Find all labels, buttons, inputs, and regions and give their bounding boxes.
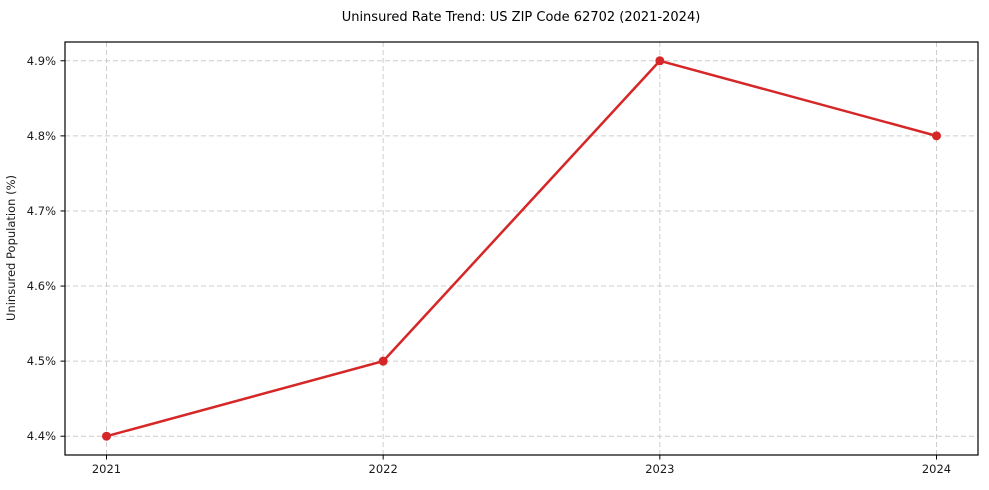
x-tick-label: 2024: [922, 462, 951, 476]
y-tick-label: 4.6%: [27, 279, 56, 293]
data-series-layer: [102, 56, 941, 441]
data-point-marker: [932, 131, 941, 141]
data-point-marker: [378, 356, 388, 366]
y-tick-label: 4.4%: [27, 429, 56, 443]
x-tick-label: 2023: [645, 462, 674, 476]
data-point-marker: [102, 431, 111, 441]
y-tick-label: 4.9%: [27, 54, 56, 68]
x-tick-label: 2021: [92, 462, 121, 476]
tick-labels-layer: 4.4% 4.5% 4.6% 4.7% 4.8% 4.9% 2021 2022 2023 2024: [27, 54, 951, 476]
tick-marks-layer: [60, 60, 937, 460]
grid-layer: [65, 42, 978, 455]
x-tick-label: 2022: [369, 462, 398, 476]
plot-border: [64, 41, 979, 456]
y-axis-label: Uninsured Population (%): [4, 175, 18, 321]
data-point-marker: [655, 56, 665, 66]
y-tick-label: 4.8%: [27, 129, 56, 143]
chart-title: Uninsured Rate Trend: US ZIP Code 62702 …: [342, 10, 701, 25]
y-tick-label: 4.5%: [27, 354, 56, 368]
y-tick-label: 4.7%: [27, 204, 56, 218]
data-line: [105, 59, 938, 438]
